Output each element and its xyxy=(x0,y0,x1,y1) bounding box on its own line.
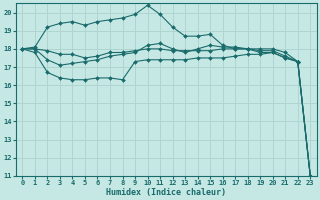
X-axis label: Humidex (Indice chaleur): Humidex (Indice chaleur) xyxy=(106,188,226,197)
